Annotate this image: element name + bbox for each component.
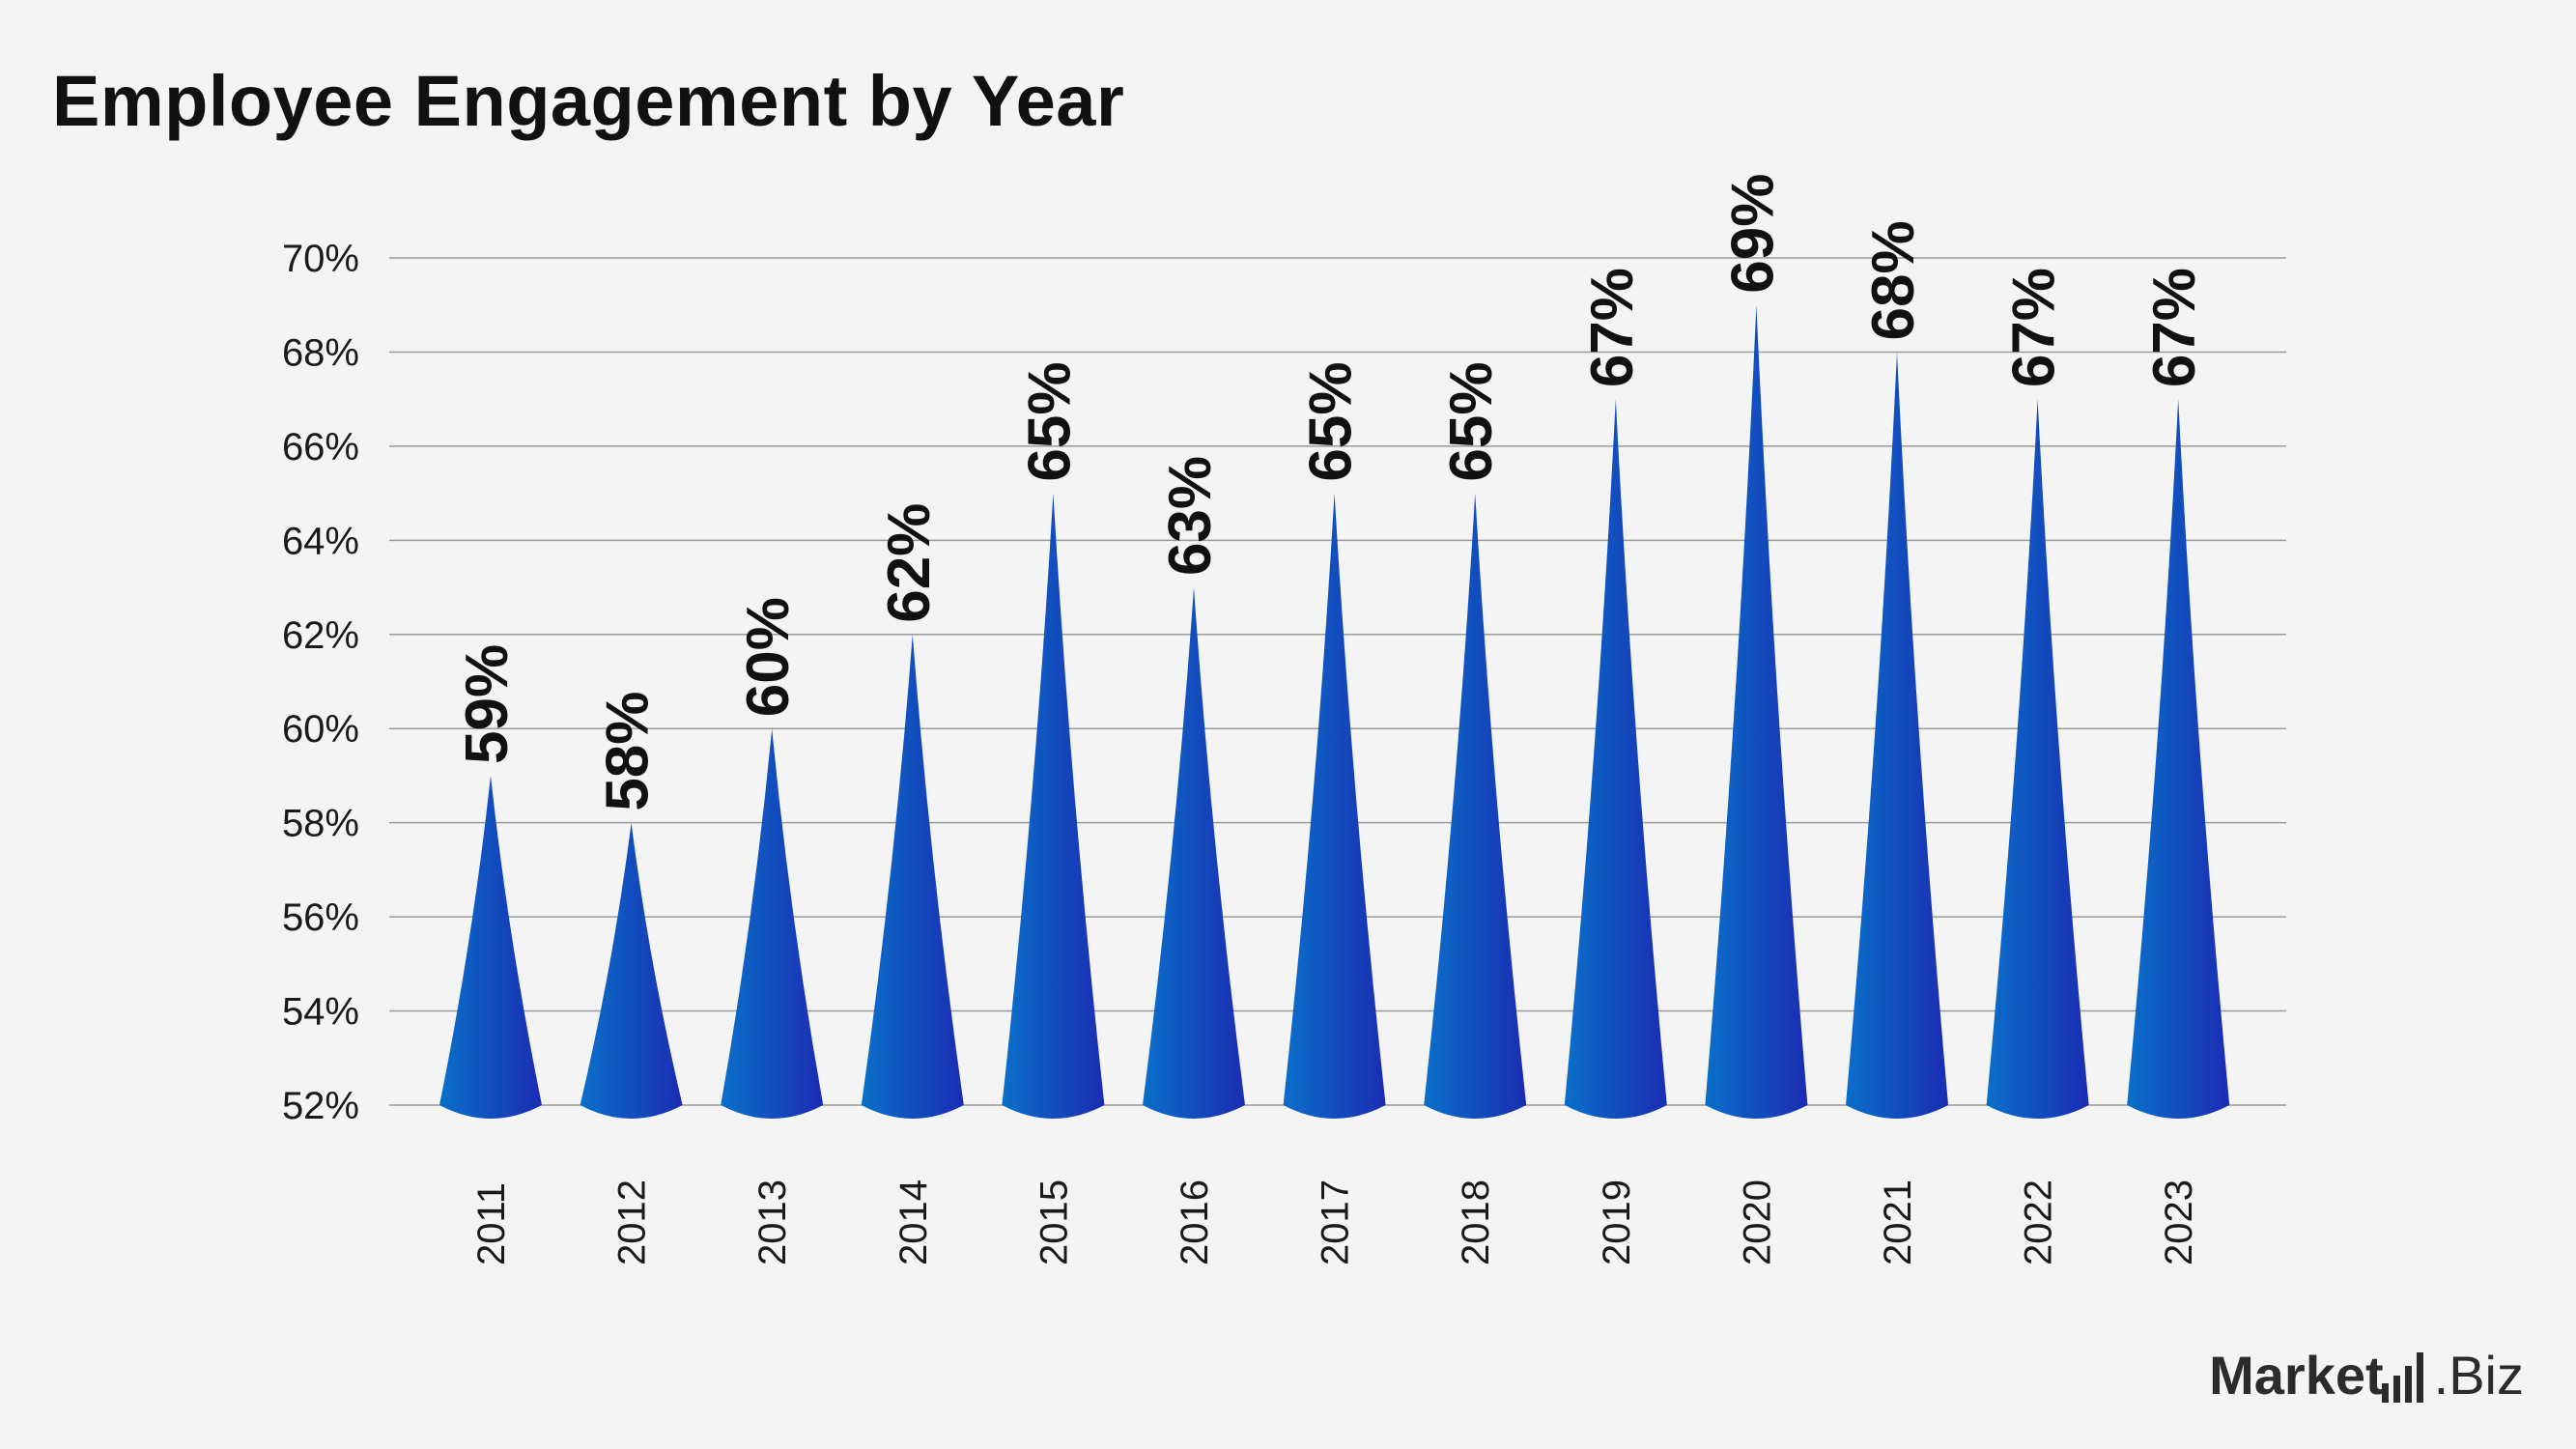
x-tick-label-2023: 2023: [2158, 1179, 2200, 1265]
data-label-2014: 62%: [876, 503, 943, 623]
y-tick-label: 60%: [282, 708, 359, 751]
data-label-2020: 69%: [1719, 174, 1786, 294]
data-label-2017: 65%: [1298, 362, 1365, 482]
data-label-2016: 63%: [1157, 456, 1224, 576]
bar-cone-2018: [1424, 493, 1527, 1120]
x-tick-label-2012: 2012: [611, 1179, 654, 1265]
bar-cone-2021: [1846, 352, 1948, 1119]
x-tick-label-2021: 2021: [1877, 1179, 1919, 1265]
marketbiz-logo: Market .Biz: [2209, 1344, 2524, 1406]
bar-cone-2013: [721, 728, 824, 1119]
y-tick-label: 66%: [282, 426, 359, 469]
bar-cone-2020: [1705, 304, 1808, 1119]
y-tick-label: 54%: [282, 991, 359, 1034]
x-tick-label-2022: 2022: [2018, 1179, 2060, 1265]
data-label-2013: 60%: [735, 597, 802, 717]
bar-cone-2012: [580, 822, 683, 1119]
bar-cone-2023: [2127, 399, 2230, 1120]
y-tick-label: 62%: [282, 614, 359, 657]
bars: [439, 304, 2230, 1120]
x-tick-label-2016: 2016: [1174, 1179, 1216, 1265]
y-tick-label: 68%: [282, 331, 359, 374]
x-tick-label-2020: 2020: [1736, 1179, 1778, 1265]
bar-cone-2014: [861, 634, 964, 1119]
bar-cone-2015: [1002, 493, 1105, 1120]
logo-text-light: .Biz: [2433, 1345, 2524, 1406]
y-tick-label: 70%: [282, 238, 359, 280]
bar-cone-2019: [1564, 399, 1667, 1120]
data-label-2012: 58%: [595, 692, 662, 811]
x-axis-ticks: 2011 2012 2013 2014 2015 2016 2017 2018 2019 2020…: [470, 1179, 2200, 1265]
data-label-2023: 67%: [2141, 268, 2208, 387]
y-tick-label: 52%: [282, 1085, 359, 1127]
data-label-2019: 67%: [1579, 268, 1646, 387]
x-tick-label-2013: 2013: [751, 1179, 794, 1265]
x-tick-label-2015: 2015: [1033, 1179, 1075, 1265]
x-tick-label-2018: 2018: [1455, 1179, 1497, 1265]
y-tick-label: 56%: [282, 896, 359, 939]
data-label-2011: 59%: [454, 644, 521, 764]
data-label-2022: 67%: [2001, 268, 2068, 387]
chart-title: Employee Engagement by Year: [52, 61, 1125, 141]
logo-text-bold: Market: [2209, 1345, 2384, 1406]
data-labels: 59% 58% 60% 62% 65% 63% 65% 65% 67% 69% 68% 67% 67%: [454, 174, 2208, 811]
bar-signal-icon: [2381, 1352, 2423, 1403]
x-tick-label-2017: 2017: [1315, 1179, 1357, 1265]
y-tick-label: 58%: [282, 803, 359, 845]
data-label-2021: 68%: [1860, 220, 1927, 340]
y-tick-label: 64%: [282, 520, 359, 562]
bar-cone-2022: [1986, 399, 2089, 1120]
y-axis-ticks: 52% 54% 56% 58% 60% 62% 64% 66% 68% 70%: [282, 238, 359, 1127]
x-tick-label-2011: 2011: [470, 1182, 513, 1265]
bar-cone-2016: [1143, 587, 1245, 1119]
data-label-2015: 65%: [1016, 362, 1083, 482]
bar-cone-2011: [439, 775, 542, 1119]
x-tick-label-2019: 2019: [1596, 1179, 1638, 1265]
data-label-2018: 65%: [1438, 362, 1505, 482]
x-tick-label-2014: 2014: [892, 1179, 935, 1265]
bar-cone-2017: [1283, 493, 1386, 1120]
